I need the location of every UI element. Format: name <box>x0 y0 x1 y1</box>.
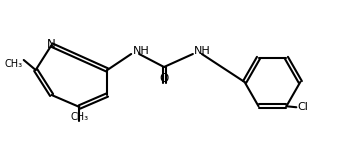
Text: N: N <box>47 37 56 51</box>
Text: NH: NH <box>194 46 211 56</box>
Text: O: O <box>159 72 169 85</box>
Text: CH₃: CH₃ <box>5 59 23 69</box>
Text: NH: NH <box>133 46 150 56</box>
Text: CH₃: CH₃ <box>70 112 89 122</box>
Text: Cl: Cl <box>297 102 308 112</box>
